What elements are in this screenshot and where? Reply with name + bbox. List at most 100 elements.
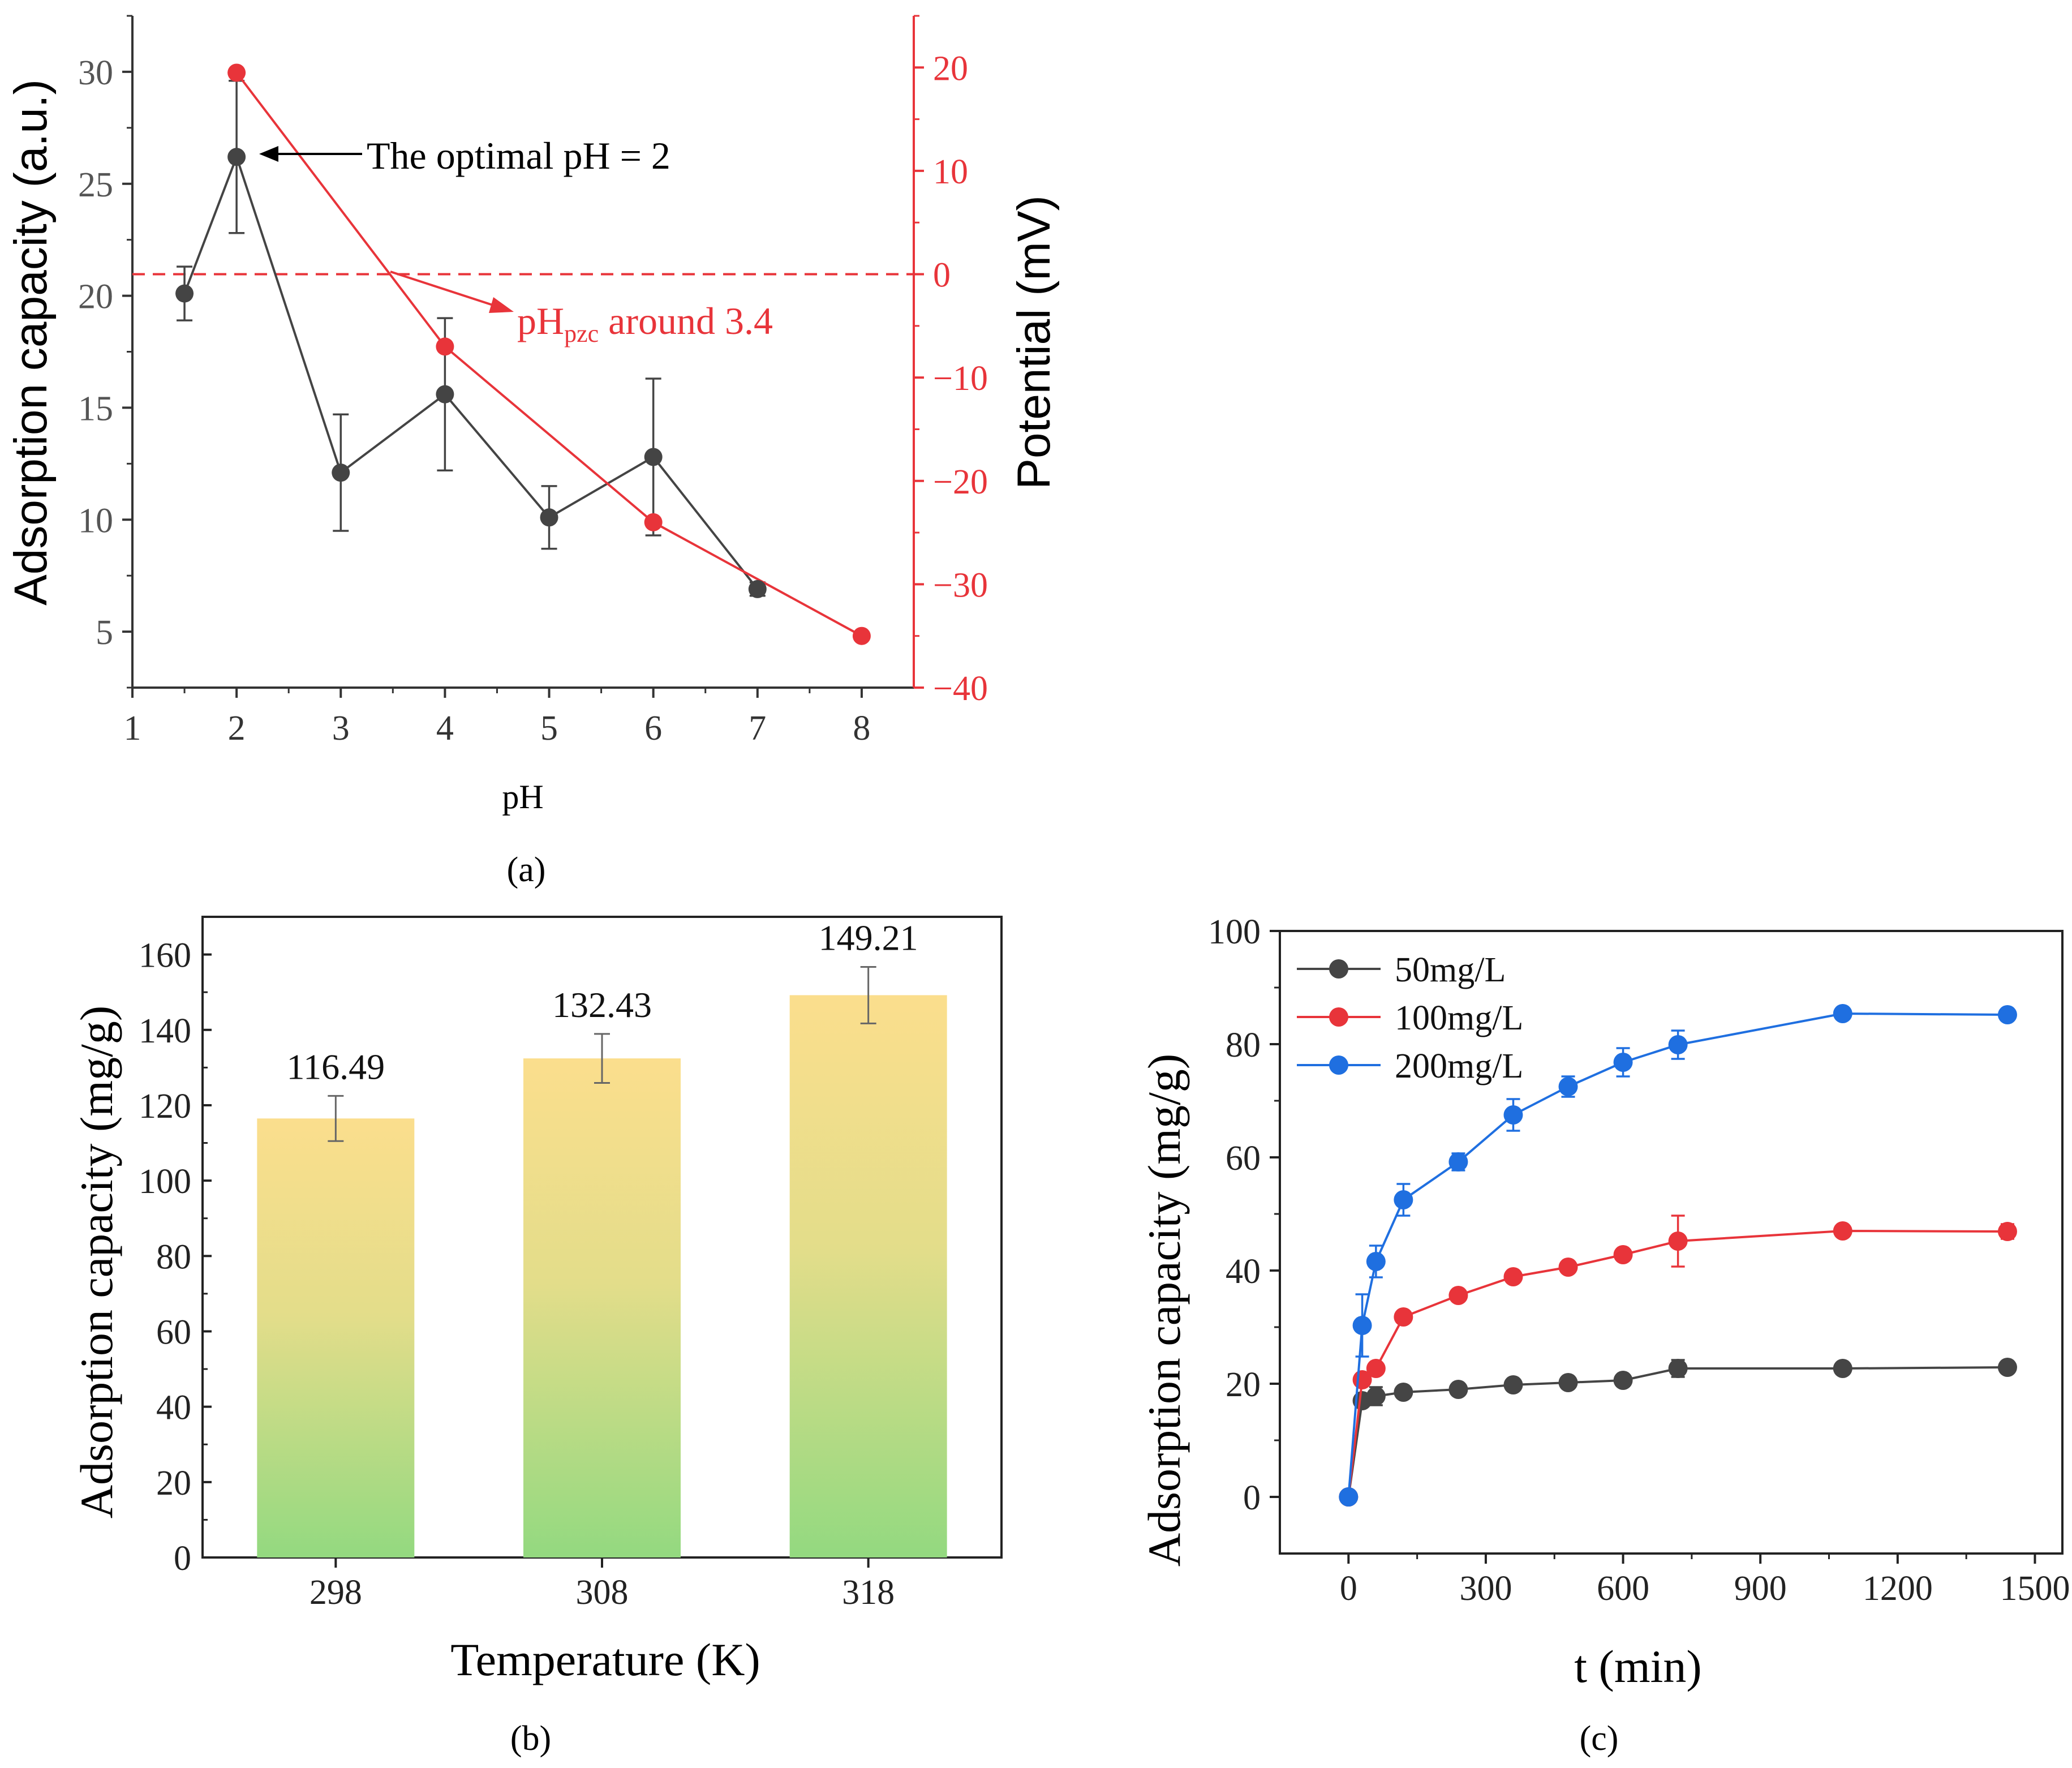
panel-c-x-tick-label: 300 — [1459, 1569, 1512, 1608]
panel-a-x-tick-label: 6 — [644, 709, 662, 748]
panel-a-label: (a) — [507, 851, 546, 889]
panel-b-y-ticks: 0 20 40 60 80 100 120 140 160 — [139, 937, 212, 1578]
panel-a-adsorption-point — [436, 385, 454, 404]
panel-a-adsorption-point — [644, 448, 663, 466]
panel-b-y-tick-label: 40 — [156, 1389, 191, 1427]
panel-a-potential-point — [644, 513, 663, 531]
panel-a-y-axis-label: Adsorption capacity (a.u.) — [5, 79, 57, 606]
panel-c-label: (c) — [1580, 1719, 1619, 1758]
panel-c-frame — [1279, 930, 2064, 1555]
panel-c-series-point — [1352, 1316, 1372, 1335]
panel-b-y-tick-label: 80 — [156, 1238, 191, 1276]
panel-a-x-tick-label: 8 — [853, 709, 870, 748]
panel-c-series-point — [1668, 1231, 1688, 1251]
panel-a-y-ticks: 5 10 15 20 25 30 — [78, 15, 132, 689]
panel-c-series-point — [1997, 1222, 2017, 1241]
panel-c-y-tick-label: 100 — [1208, 913, 1261, 951]
panel-a-axes — [131, 16, 915, 689]
panel-c-y-tick-label: 80 — [1226, 1026, 1261, 1065]
panel-b-bar-value-label: 132.43 — [552, 985, 652, 1025]
panel-b-y-tick-label: 60 — [156, 1313, 191, 1351]
panel-c-series-point — [1613, 1371, 1633, 1390]
panel-a-y2-tick-label: 0 — [933, 256, 951, 295]
panel-c-series-point — [1503, 1375, 1523, 1394]
panel-c-y-tick-label: 40 — [1226, 1252, 1261, 1291]
panel-c-series-point — [1394, 1190, 1413, 1209]
panel-b-y-tick-label: 0 — [174, 1539, 191, 1578]
panel-b-x-axis-label: Temperature (K) — [450, 1634, 760, 1685]
panel-b-bar — [523, 1058, 681, 1557]
panel-a-y2-tick-label: −20 — [933, 463, 988, 501]
annotation-optimal-ph: The optimal pH = 2 — [367, 134, 670, 177]
panel-c-legend-marker — [1329, 1007, 1348, 1027]
panel-a-y2-tick-label: −40 — [933, 670, 988, 708]
panel-a-adsorption-line — [183, 153, 759, 590]
panel-c-series-point — [1339, 1487, 1359, 1507]
panel-c-x-tick-label: 1500 — [2000, 1569, 2070, 1608]
panel-a-y-tick-label: 5 — [96, 613, 113, 652]
panel-a-chart: 1 2 3 4 5 6 7 8 5 10 15 20 25 30 −40 −30 −20 −10 0 10 20 T… — [5, 15, 1060, 889]
annotation-phpzc-arrowhead — [489, 297, 514, 313]
panel-a-adsorption-point — [332, 464, 350, 482]
panel-b-bar — [789, 995, 947, 1557]
panel-a-x-tick-label: 3 — [332, 709, 350, 748]
panel-a-y2-tick-label: 20 — [933, 49, 968, 88]
panel-c-series-point — [1448, 1152, 1468, 1171]
panel-a-potential-line — [235, 72, 862, 637]
panel-c-x-tick-label: 900 — [1734, 1569, 1787, 1608]
panel-b-y-tick-label: 160 — [139, 937, 191, 975]
panel-a-adsorption-point — [540, 508, 558, 527]
panel-b-y-tick-label: 20 — [156, 1464, 191, 1503]
panel-a-adsorption-point — [748, 580, 767, 598]
panel-b-y-tick-label: 100 — [139, 1162, 191, 1201]
panel-a-x-axis-label: pH — [502, 778, 543, 816]
panel-a-y-tick-label: 25 — [78, 166, 113, 204]
panel-a-potential-point — [852, 626, 871, 645]
panel-b-bar-value-label: 149.21 — [819, 917, 918, 958]
panel-c-y-tick-label: 0 — [1243, 1479, 1261, 1517]
panel-c-legend-label: 200mg/L — [1395, 1047, 1523, 1085]
annotation-optimal-ph-arrowhead — [259, 146, 278, 162]
panel-a-y2-axis-label: Potential (mV) — [1008, 195, 1060, 490]
panel-b-y-tick-label: 140 — [139, 1012, 191, 1050]
panel-c-x-ticks: 0 300 600 900 1200 1500 — [1340, 1554, 2070, 1608]
panel-a-x-tick-label: 4 — [436, 709, 454, 748]
panel-c-series — [1339, 1004, 2017, 1507]
panel-c-legend-marker — [1329, 1055, 1348, 1075]
annotation-phpzc: pHpzc around 3.4 — [517, 299, 773, 347]
panel-c-series-point — [1558, 1258, 1578, 1277]
panel-c-x-axis-label: t (min) — [1574, 1641, 1701, 1692]
panel-b-bar-value-label: 116.49 — [287, 1046, 385, 1087]
panel-c-series-point — [1668, 1359, 1688, 1378]
panel-c-series-point — [1394, 1383, 1413, 1402]
panel-c-series-point — [1366, 1252, 1386, 1271]
panel-c-legend: 50mg/L 100mg/L 200mg/L — [1297, 951, 1523, 1085]
panel-b-label: (b) — [510, 1719, 551, 1758]
panel-a-x-tick-label: 7 — [749, 709, 766, 748]
panel-b-y-axis-label: Adsorption capacity (mg/g) — [71, 1006, 122, 1518]
panel-c-series-point — [1997, 1005, 2017, 1024]
panel-c-legend-marker — [1329, 959, 1348, 979]
panel-c-legend-label: 50mg/L — [1395, 951, 1506, 989]
panel-a-adsorption-point — [227, 148, 246, 166]
panel-c-y-ticks: 0 20 40 60 80 100 — [1208, 913, 1280, 1517]
panel-a-potential-point — [227, 63, 246, 82]
panel-c-series-point — [1833, 1221, 1852, 1241]
panel-c-series-point — [1558, 1077, 1578, 1096]
panel-a-x-ticks: 1 2 3 4 5 6 7 8 — [124, 688, 870, 748]
panel-b-bar — [257, 1118, 415, 1557]
panel-a-adsorption-point — [175, 284, 194, 303]
panel-c-series-point — [1833, 1359, 1852, 1378]
panel-c-series-point — [1448, 1286, 1468, 1305]
panel-c-chart: 0 300 600 900 1200 1500 0 20 40 60 80 100 50mg/L 10… — [1138, 913, 2070, 1758]
panel-a-y2-tick-label: 10 — [933, 153, 968, 191]
panel-c-y-axis-label: Adsorption capacity (mg/g) — [1138, 1054, 1190, 1567]
panel-c-series-point — [1833, 1004, 1852, 1023]
panel-c-series-point — [1366, 1387, 1386, 1406]
panel-b-x-tick-label: 298 — [309, 1573, 362, 1612]
panel-b-x-tick-label: 308 — [576, 1573, 629, 1612]
panel-a-series — [132, 63, 914, 645]
panel-c-series-point — [1503, 1105, 1523, 1125]
panel-c-y-tick-label: 20 — [1226, 1366, 1261, 1404]
